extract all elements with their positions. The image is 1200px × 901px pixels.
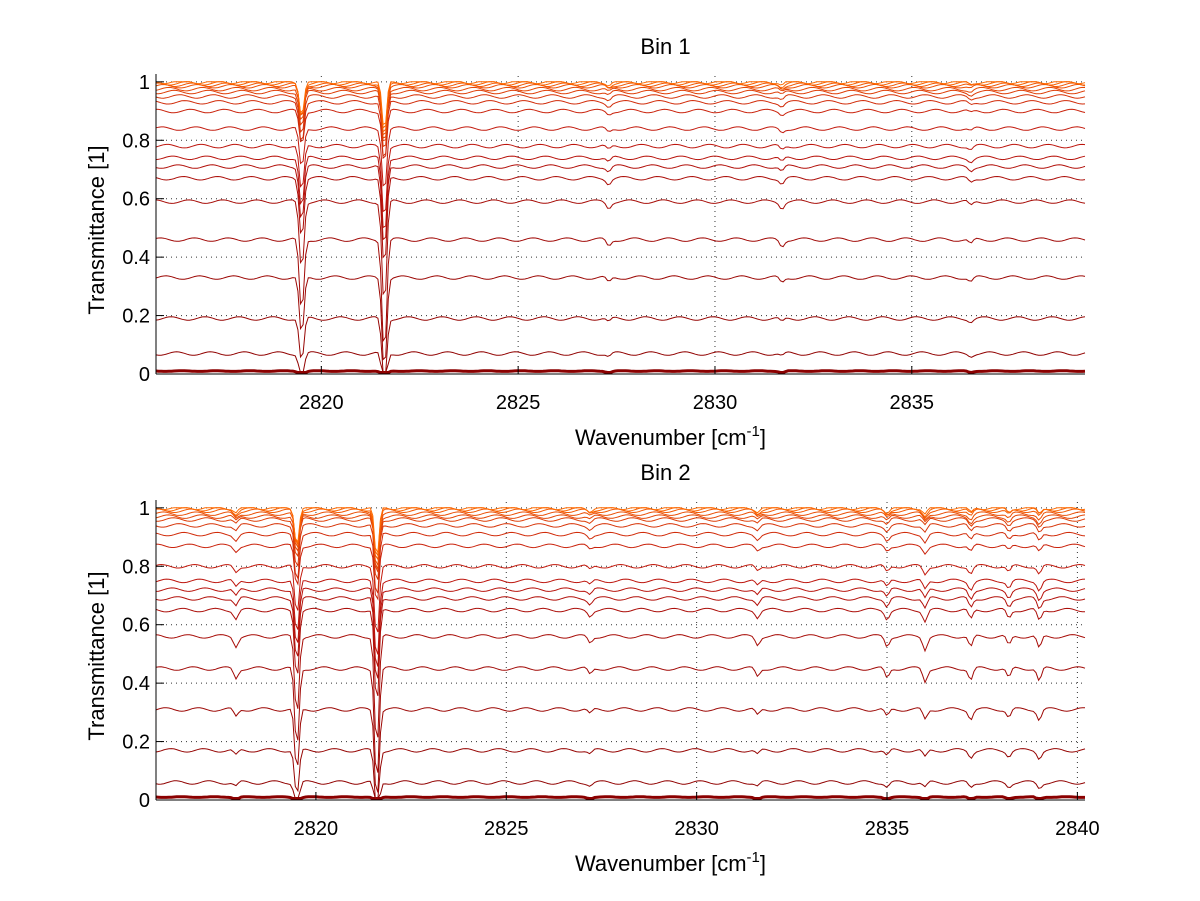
- series-line: [155, 523, 1086, 580]
- x-tick-label: 2840: [1055, 818, 1100, 840]
- series-line: [155, 531, 1086, 594]
- series-line: [155, 199, 1086, 296]
- series-line: [155, 795, 1085, 800]
- chart-title: Bin 2: [640, 460, 690, 485]
- y-tick-label: 0.4: [122, 673, 150, 695]
- series-line: [155, 748, 1086, 799]
- chart-title: Bin 1: [640, 34, 690, 59]
- series-line: [155, 86, 1086, 139]
- chart-bin-1: 0 0.2 0.4 0.6 0.8 1 2820 2825 2830 2835 Bin 1 Trans…: [84, 34, 1086, 450]
- series-line: [155, 543, 1086, 601]
- series-line: [155, 351, 1086, 373]
- series-line: [155, 596, 1086, 679]
- series-line: [155, 316, 1086, 373]
- y-tick-label: 0.6: [122, 189, 150, 211]
- y-tick-label: 0.6: [122, 615, 150, 637]
- x-axis-label: Wavenumber [cm-1]: [575, 849, 766, 876]
- x-tick-label: 2820: [294, 818, 339, 840]
- series-line: [155, 707, 1086, 793]
- x-tick-label: 2830: [674, 818, 719, 840]
- y-tick-label: 0.8: [122, 130, 150, 152]
- series-line: [155, 514, 1086, 570]
- x-tick-label: 2835: [865, 818, 910, 840]
- series-line: [155, 81, 1086, 126]
- x-axis-label-superscript: -1: [747, 423, 760, 440]
- y-tick-label: 0: [139, 790, 150, 812]
- series-line: [155, 126, 1086, 187]
- x-tick-label: 2825: [484, 818, 529, 840]
- series-line: [155, 607, 1085, 697]
- y-tick-label: 1: [139, 498, 150, 520]
- y-axis-label: Transmittance [1]: [84, 145, 109, 314]
- y-tick-label: 1: [139, 72, 150, 94]
- series-line: [155, 83, 1086, 136]
- series-line: [155, 587, 1086, 667]
- series-line: [155, 164, 1086, 241]
- x-tick-label: 2825: [496, 392, 541, 414]
- series-line: [155, 175, 1086, 259]
- y-tick-label: 0.4: [122, 247, 150, 269]
- x-axis-label-superscript: -1: [747, 849, 760, 866]
- series-line: [155, 369, 1086, 375]
- y-tick-label: 0.2: [122, 306, 150, 328]
- series-line: [156, 89, 1086, 142]
- series-line: [155, 155, 1086, 229]
- series-line: [156, 517, 1086, 573]
- series-line: [155, 99, 1086, 157]
- series-line: [155, 511, 1086, 567]
- y-axis-label: Transmittance [1]: [84, 571, 109, 740]
- y-tick-label: 0: [139, 364, 150, 386]
- series-line: [155, 94, 1086, 148]
- x-axis-label-main: Wavenumber [cm: [575, 425, 747, 450]
- x-tick-label: 2830: [693, 392, 738, 414]
- series-line: [155, 507, 1086, 555]
- series-line: [155, 275, 1086, 361]
- x-axis-label-suffix: ]: [760, 851, 766, 876]
- series-line: [155, 666, 1086, 773]
- x-tick-label: 2835: [890, 392, 935, 414]
- series-line: [155, 563, 1086, 633]
- chart-bin-2: 0 0.2 0.4 0.6 0.8 1 2820 2825 2830 2835 2840 Bin 2 T…: [84, 460, 1100, 876]
- series-line: [155, 82, 1086, 133]
- series-line: [155, 108, 1086, 160]
- x-axis-label: Wavenumber [cm-1]: [575, 423, 766, 450]
- series-line: [155, 578, 1086, 655]
- series-line: [155, 780, 1086, 799]
- y-tick-label: 0.2: [122, 732, 150, 754]
- x-axis-label-suffix: ]: [760, 425, 766, 450]
- x-tick-label: 2820: [299, 392, 344, 414]
- y-tick-label: 0.8: [122, 556, 150, 578]
- series-line: [155, 143, 1086, 213]
- series-line: [155, 237, 1086, 343]
- x-axis-label-main: Wavenumber [cm: [575, 851, 747, 876]
- series-line: [155, 634, 1086, 738]
